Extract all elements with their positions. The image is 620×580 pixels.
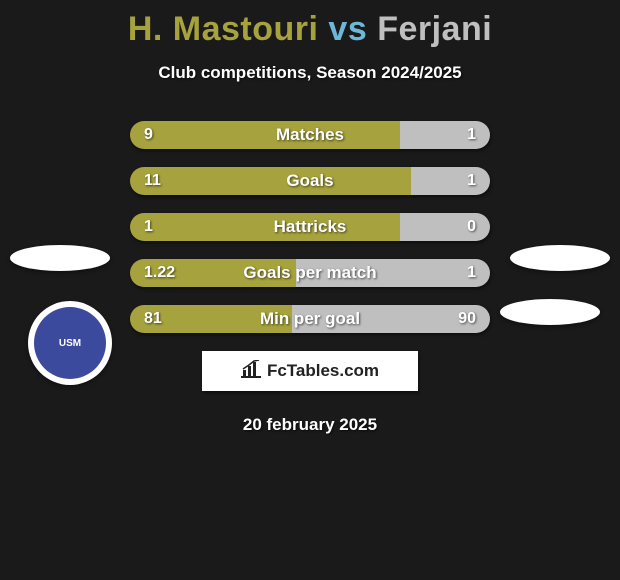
stat-row: Hattricks10: [130, 213, 490, 241]
stat-value-b: 90: [458, 310, 476, 328]
stat-value-b: 1: [467, 126, 476, 144]
brand-card[interactable]: FcTables.com: [202, 351, 418, 391]
subtitle: Club competitions, Season 2024/2025: [0, 63, 620, 83]
stat-value-a: 1: [144, 218, 153, 236]
bar-segment-b: [296, 259, 490, 287]
stat-row: Goals per match1.221: [130, 259, 490, 287]
stat-value-a: 81: [144, 310, 162, 328]
nation-oval-right-2: [500, 299, 600, 325]
brand-text: FcTables.com: [267, 361, 379, 381]
stat-value-a: 11: [144, 172, 161, 190]
stat-value-b: 1: [467, 264, 476, 282]
chart-icon: [241, 360, 261, 383]
stats-area: USM Matches91Goals111Hattricks10Goals pe…: [0, 121, 620, 333]
player-a-name: H. Mastouri: [128, 10, 319, 48]
bar-segment-b: [400, 213, 490, 241]
bar-segment-a: [130, 213, 400, 241]
stat-value-b: 1: [467, 172, 476, 190]
date-line: 20 february 2025: [0, 415, 620, 435]
stat-value-a: 9: [144, 126, 153, 144]
bar-segment-a: [130, 167, 411, 195]
bar-segment-a: [130, 121, 400, 149]
stat-value-a: 1.22: [144, 264, 175, 282]
bar-segment-b: [411, 167, 490, 195]
vs-text: vs: [328, 10, 367, 48]
bar-segment-b: [400, 121, 490, 149]
stat-value-b: 0: [467, 218, 476, 236]
stat-row: Min per goal8190: [130, 305, 490, 333]
page-title: H. Mastouri vs Ferjani: [0, 0, 620, 49]
stat-row: Matches91: [130, 121, 490, 149]
stat-row: Goals111: [130, 167, 490, 195]
club-badge: USM: [28, 301, 112, 385]
nation-oval-left: [10, 245, 110, 271]
player-b-name: Ferjani: [377, 10, 492, 48]
club-badge-label: USM: [34, 307, 106, 379]
nation-oval-right: [510, 245, 610, 271]
